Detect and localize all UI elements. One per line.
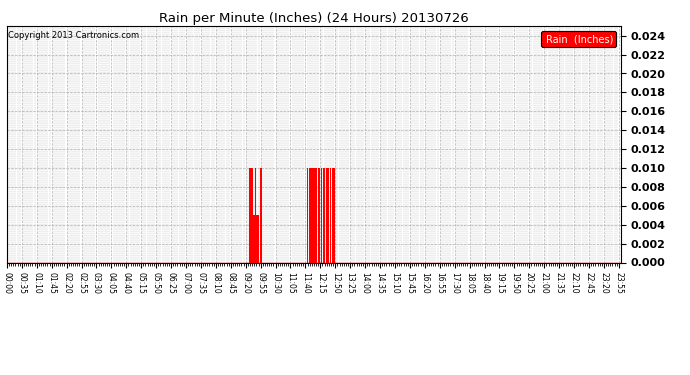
Title: Rain per Minute (Inches) (24 Hours) 20130726: Rain per Minute (Inches) (24 Hours) 2013… xyxy=(159,12,469,25)
Bar xyxy=(258,215,259,262)
Bar xyxy=(252,168,253,262)
Bar xyxy=(253,215,254,262)
Bar xyxy=(328,168,329,262)
Bar xyxy=(333,168,334,262)
Bar xyxy=(323,168,324,262)
Bar xyxy=(326,168,327,262)
Bar xyxy=(254,215,255,262)
Bar xyxy=(313,168,314,262)
Bar xyxy=(249,168,250,262)
Bar xyxy=(327,168,328,262)
Bar xyxy=(332,168,333,262)
Bar xyxy=(256,215,257,262)
Bar xyxy=(260,168,261,262)
Bar xyxy=(250,168,251,262)
Bar xyxy=(330,168,331,262)
Bar xyxy=(255,168,256,262)
Bar xyxy=(257,215,258,262)
Bar xyxy=(319,168,320,262)
Bar xyxy=(314,168,315,262)
Bar xyxy=(251,168,252,262)
Bar xyxy=(315,168,317,262)
Bar xyxy=(309,168,310,262)
Bar xyxy=(324,168,325,262)
Bar xyxy=(311,168,313,262)
Text: Copyright 2013 Cartronics.com: Copyright 2013 Cartronics.com xyxy=(8,31,139,40)
Bar xyxy=(318,168,319,262)
Bar xyxy=(334,168,335,262)
Legend: Rain  (Inches): Rain (Inches) xyxy=(541,31,616,47)
Bar xyxy=(307,168,308,262)
Bar xyxy=(255,215,257,262)
Bar xyxy=(310,168,311,262)
